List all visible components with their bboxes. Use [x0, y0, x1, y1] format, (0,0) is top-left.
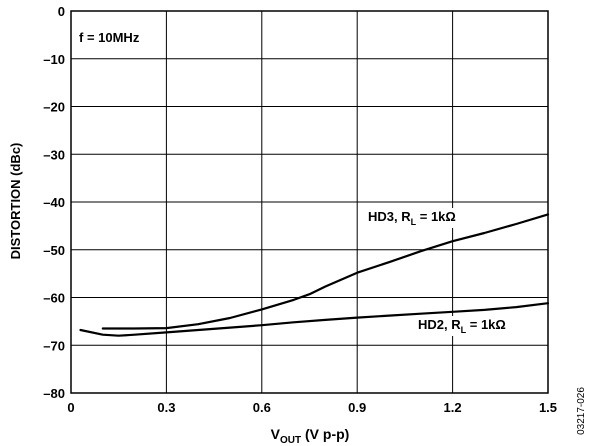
y-tick-label: –10 — [43, 52, 65, 67]
y-tick-label: –80 — [43, 386, 65, 401]
series-layer — [79, 213, 550, 337]
series-label-background — [415, 316, 509, 336]
series-label-background — [365, 208, 459, 228]
y-tick-label: –40 — [43, 195, 65, 210]
x-tick-label: 0.6 — [253, 400, 271, 415]
hd3-curve — [101, 213, 550, 330]
annotation-background — [75, 28, 144, 47]
grid — [71, 11, 548, 393]
plot-frame — [70, 10, 549, 394]
figure-footnote: 03217-026 — [576, 387, 587, 435]
x-tick-label: 0 — [67, 400, 74, 415]
y-tick-label: –30 — [43, 147, 65, 162]
x-tick-label: 1.5 — [539, 400, 557, 415]
hd2-curve — [79, 302, 550, 337]
y-tick-label: –60 — [43, 291, 65, 306]
y-axis-title: DISTORTION (dBc) — [8, 143, 23, 260]
y-tick-label: –20 — [43, 100, 65, 115]
x-tick-label: 1.2 — [444, 400, 462, 415]
hd2-series-label: HD2, RL = 1kΩ — [418, 317, 506, 335]
y-tick-label: –50 — [43, 243, 65, 258]
x-tick-label: 0.9 — [348, 400, 366, 415]
frequency-annotation: f = 10MHz — [79, 30, 140, 45]
y-tick-label: 0 — [58, 4, 65, 19]
tick-labels: 0 0.3 0.6 0.9 1.2 1.5 0 –10 –20 –30 –40 –50 –60 –70 –8… — [43, 4, 557, 415]
x-tick-label: 0.3 — [157, 400, 175, 415]
x-axis-title: VOUT (V p-p) — [271, 426, 350, 446]
y-tick-label: –70 — [43, 338, 65, 353]
hd3-series-label: HD3, RL = 1kΩ — [368, 209, 456, 227]
